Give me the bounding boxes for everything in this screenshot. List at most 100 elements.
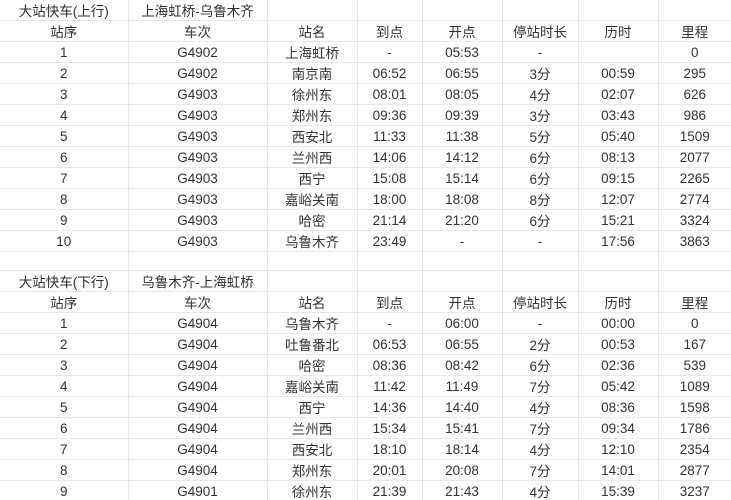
table-cell[interactable]: G4903 bbox=[127, 230, 268, 252]
table-cell[interactable]: 08:36 bbox=[356, 354, 423, 376]
table-cell[interactable]: 西宁 bbox=[266, 396, 358, 418]
table-route-cell[interactable]: 上海虹桥-乌鲁木齐 bbox=[127, 0, 268, 21]
column-header-cell[interactable]: 开点 bbox=[421, 291, 503, 313]
table-cell[interactable]: 17:56 bbox=[577, 230, 659, 252]
table-cell[interactable]: 6 bbox=[0, 146, 129, 168]
table-cell[interactable]: 10 bbox=[0, 230, 129, 252]
table-cell[interactable]: 02:36 bbox=[577, 354, 659, 376]
table-cell[interactable]: G4903 bbox=[127, 83, 268, 105]
column-header-cell[interactable]: 历时 bbox=[577, 291, 659, 313]
column-header-cell[interactable]: 站序 bbox=[0, 291, 129, 313]
table-cell[interactable]: 7分 bbox=[501, 417, 579, 439]
table-cell[interactable]: 11:49 bbox=[421, 375, 503, 397]
table-cell[interactable]: 2265 bbox=[657, 167, 731, 189]
column-header-cell[interactable]: 里程 bbox=[657, 20, 731, 42]
table-cell[interactable]: 02:07 bbox=[577, 83, 659, 105]
table-cell[interactable]: - bbox=[356, 41, 423, 63]
table-cell[interactable]: 6分 bbox=[501, 146, 579, 168]
table-cell[interactable]: 7分 bbox=[501, 375, 579, 397]
table-cell[interactable]: 1 bbox=[0, 41, 129, 63]
table-cell[interactable]: 08:36 bbox=[577, 396, 659, 418]
table-cell[interactable]: G4904 bbox=[127, 396, 268, 418]
column-header-cell[interactable]: 站名 bbox=[266, 291, 358, 313]
table-cell[interactable]: 4分 bbox=[501, 480, 579, 500]
table-cell[interactable]: G4903 bbox=[127, 146, 268, 168]
table-cell[interactable]: 4 bbox=[0, 104, 129, 126]
table-cell[interactable]: 08:42 bbox=[421, 354, 503, 376]
table-cell[interactable]: G4904 bbox=[127, 312, 268, 334]
table-cell[interactable]: 哈密 bbox=[266, 354, 358, 376]
table-cell[interactable]: 哈密 bbox=[266, 209, 358, 231]
table-cell[interactable]: 14:01 bbox=[577, 459, 659, 481]
table-cell[interactable]: 6分 bbox=[501, 209, 579, 231]
table-cell[interactable]: 1598 bbox=[657, 396, 731, 418]
table-cell[interactable]: G4903 bbox=[127, 209, 268, 231]
table-cell[interactable]: 6分 bbox=[501, 354, 579, 376]
table-cell[interactable]: 06:55 bbox=[421, 333, 503, 355]
table-cell[interactable]: 4分 bbox=[501, 438, 579, 460]
table-cell[interactable]: 09:34 bbox=[577, 417, 659, 439]
table-cell[interactable]: 2774 bbox=[657, 188, 731, 210]
table-cell[interactable]: 乌鲁木齐 bbox=[266, 230, 358, 252]
table-cell[interactable]: 14:40 bbox=[421, 396, 503, 418]
table-cell[interactable]: 15:39 bbox=[577, 480, 659, 500]
table-cell[interactable]: 20:01 bbox=[356, 459, 423, 481]
table-title-cell[interactable]: 大站快车(下行) bbox=[0, 270, 129, 292]
table-cell[interactable]: 0 bbox=[657, 312, 731, 334]
table-cell[interactable]: 15:08 bbox=[356, 167, 423, 189]
table-cell[interactable]: 6分 bbox=[501, 167, 579, 189]
table-cell[interactable]: 兰州西 bbox=[266, 146, 358, 168]
table-cell[interactable]: 15:34 bbox=[356, 417, 423, 439]
table-cell[interactable]: G4904 bbox=[127, 333, 268, 355]
table-cell[interactable]: 西安北 bbox=[266, 438, 358, 460]
table-cell[interactable]: - bbox=[501, 230, 579, 252]
table-cell[interactable]: 3分 bbox=[501, 62, 579, 84]
table-cell[interactable]: G4903 bbox=[127, 188, 268, 210]
column-header-cell[interactable]: 里程 bbox=[657, 291, 731, 313]
column-header-cell[interactable]: 到点 bbox=[356, 20, 423, 42]
table-route-cell[interactable]: 乌鲁木齐-上海虹桥 bbox=[127, 270, 268, 292]
table-cell[interactable]: - bbox=[356, 312, 423, 334]
table-cell[interactable]: 23:49 bbox=[356, 230, 423, 252]
table-title-cell[interactable]: 大站快车(上行) bbox=[0, 0, 129, 21]
column-header-cell[interactable]: 停站时长 bbox=[501, 291, 579, 313]
table-cell[interactable]: 05:53 bbox=[421, 41, 503, 63]
table-cell[interactable]: 14:12 bbox=[421, 146, 503, 168]
table-cell[interactable]: 西宁 bbox=[266, 167, 358, 189]
title-empty-cell[interactable] bbox=[266, 0, 358, 21]
table-cell[interactable]: 徐州东 bbox=[266, 83, 358, 105]
table-cell[interactable]: 09:15 bbox=[577, 167, 659, 189]
table-cell[interactable]: - bbox=[421, 230, 503, 252]
table-cell[interactable]: 00:00 bbox=[577, 312, 659, 334]
table-cell[interactable]: 5 bbox=[0, 396, 129, 418]
table-cell[interactable]: 7 bbox=[0, 167, 129, 189]
table-cell[interactable]: 18:10 bbox=[356, 438, 423, 460]
table-cell[interactable]: 乌鲁木齐 bbox=[266, 312, 358, 334]
table-cell[interactable]: 18:08 bbox=[421, 188, 503, 210]
table-cell[interactable]: 3237 bbox=[657, 480, 731, 500]
table-cell[interactable]: G4902 bbox=[127, 62, 268, 84]
table-cell[interactable]: 09:36 bbox=[356, 104, 423, 126]
table-cell[interactable]: 5分 bbox=[501, 125, 579, 147]
table-cell[interactable]: 14:36 bbox=[356, 396, 423, 418]
table-cell[interactable]: 3324 bbox=[657, 209, 731, 231]
title-empty-cell[interactable] bbox=[421, 0, 503, 21]
table-cell[interactable]: G4904 bbox=[127, 354, 268, 376]
title-empty-cell[interactable] bbox=[356, 270, 423, 292]
table-cell[interactable]: 7 bbox=[0, 438, 129, 460]
table-cell[interactable]: 1786 bbox=[657, 417, 731, 439]
table-cell[interactable]: 南京南 bbox=[266, 62, 358, 84]
table-cell[interactable]: 00:53 bbox=[577, 333, 659, 355]
table-cell[interactable]: 2077 bbox=[657, 146, 731, 168]
column-header-cell[interactable]: 车次 bbox=[127, 291, 268, 313]
table-cell[interactable]: 0 bbox=[657, 41, 731, 63]
table-cell[interactable]: 167 bbox=[657, 333, 731, 355]
title-empty-cell[interactable] bbox=[657, 270, 731, 292]
table-cell[interactable]: G4901 bbox=[127, 480, 268, 500]
table-cell[interactable]: 06:55 bbox=[421, 62, 503, 84]
table-cell[interactable]: 1 bbox=[0, 312, 129, 334]
table-cell[interactable]: 12:10 bbox=[577, 438, 659, 460]
table-cell[interactable]: 1509 bbox=[657, 125, 731, 147]
table-cell[interactable]: G4903 bbox=[127, 125, 268, 147]
table-cell[interactable]: 06:52 bbox=[356, 62, 423, 84]
